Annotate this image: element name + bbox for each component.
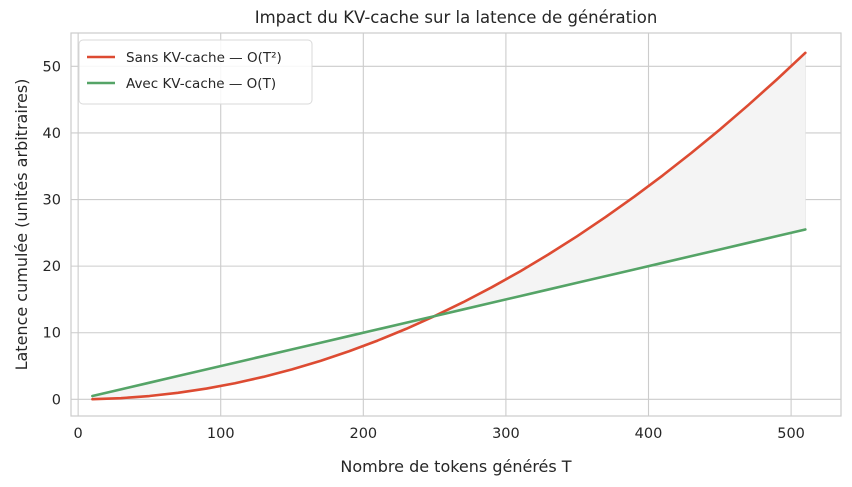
series-line-0: [91, 51, 807, 401]
legend: Sans KV-cache — O(T²) Avec KV-cache — O(…: [78, 39, 313, 105]
y-tick-label: 10: [43, 326, 61, 342]
y-tick-label: 20: [43, 259, 61, 275]
x-tick-label: 500: [777, 426, 805, 442]
x-axis-label: Nombre de tokens générés T: [340, 457, 571, 476]
x-tick-label: 200: [349, 426, 377, 442]
y-tick-label: 0: [52, 392, 61, 408]
legend-box: [78, 39, 313, 105]
y-axis-label: Latence cumulée (unités arbitraires): [12, 79, 31, 371]
x-tick-label: 0: [74, 426, 83, 442]
chart-title: Impact du KV-cache sur la latence de gén…: [255, 8, 658, 27]
legend-label-avec-kv-cache: Avec KV-cache — O(T): [126, 76, 276, 92]
x-tick-label: 400: [635, 426, 663, 442]
series-lines: [91, 51, 807, 401]
y-tick-label: 50: [43, 59, 61, 75]
series-line-1: [91, 228, 807, 398]
plot-frame: [70, 32, 842, 417]
tick-labels: 0 100 200 300 400 500 0 10 20 30 40 50: [43, 59, 805, 442]
difference-fill-area: [91, 51, 806, 400]
x-tick-label: 100: [207, 426, 235, 442]
legend-label-sans-kv-cache: Sans KV-cache — O(T²): [126, 50, 282, 66]
x-tick-label: 300: [492, 426, 520, 442]
y-tick-label: 30: [43, 193, 61, 209]
y-tick-label: 40: [43, 126, 61, 142]
